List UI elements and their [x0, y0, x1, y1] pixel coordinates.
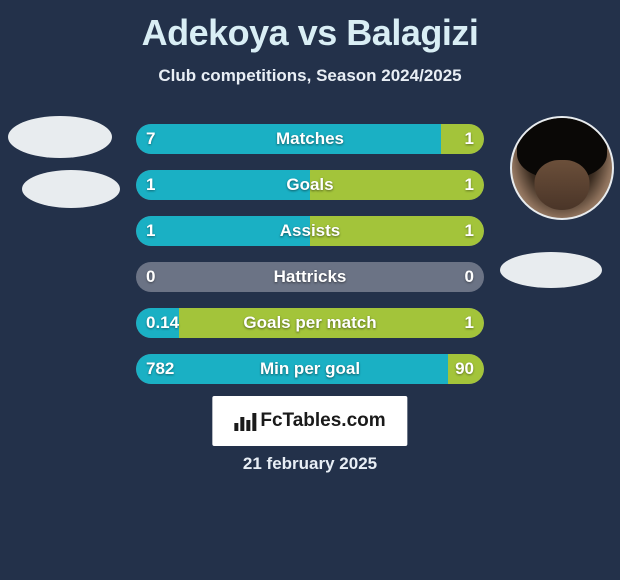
stat-right-bar — [441, 124, 485, 154]
player1-name: Adekoya — [142, 12, 289, 53]
stat-right-value: 90 — [455, 359, 474, 379]
stat-right-bar — [310, 170, 484, 200]
stat-right-value: 1 — [465, 221, 474, 241]
stat-right-value: 1 — [465, 175, 474, 195]
player2-club-badge-placeholder — [500, 252, 602, 288]
stat-label: Min per goal — [260, 359, 360, 379]
stat-label: Goals — [286, 175, 333, 195]
stat-right-value: 1 — [465, 129, 474, 149]
stat-label: Goals per match — [243, 313, 376, 333]
player1-avatar-placeholder — [8, 116, 112, 158]
stat-right-value: 1 — [465, 313, 474, 333]
stat-right-value: 0 — [465, 267, 474, 287]
stats-container: 7 1 Matches 1 1 Goals 1 1 Assists 0 0 Hattricks 0.14… — [136, 124, 484, 400]
stat-row: 1 1 Goals — [136, 170, 484, 200]
comparison-title: Adekoya vs Balagizi — [0, 0, 620, 54]
vs-separator: vs — [298, 12, 337, 53]
stat-left-value: 7 — [146, 129, 155, 149]
player2-name: Balagizi — [346, 12, 478, 53]
comparison-date: 21 february 2025 — [243, 454, 377, 474]
stat-left-value: 0.14 — [146, 313, 179, 333]
stat-row: 0.14 1 Goals per match — [136, 308, 484, 338]
stat-left-value: 1 — [146, 175, 155, 195]
stat-label: Matches — [276, 129, 344, 149]
fctables-bars-icon — [234, 411, 256, 431]
stat-left-bar — [136, 170, 310, 200]
stat-left-value: 0 — [146, 267, 155, 287]
stat-row: 1 1 Assists — [136, 216, 484, 246]
stat-row: 0 0 Hattricks — [136, 262, 484, 292]
comparison-subtitle: Club competitions, Season 2024/2025 — [0, 66, 620, 86]
player2-avatar — [510, 116, 614, 220]
stat-left-value: 782 — [146, 359, 174, 379]
stat-label: Hattricks — [274, 267, 347, 287]
branding-badge: FcTables.com — [212, 396, 407, 446]
stat-row: 782 90 Min per goal — [136, 354, 484, 384]
stat-label: Assists — [280, 221, 340, 241]
player1-club-badge-placeholder — [22, 170, 120, 208]
stat-row: 7 1 Matches — [136, 124, 484, 154]
stat-left-value: 1 — [146, 221, 155, 241]
branding-text: FcTables.com — [260, 410, 385, 432]
